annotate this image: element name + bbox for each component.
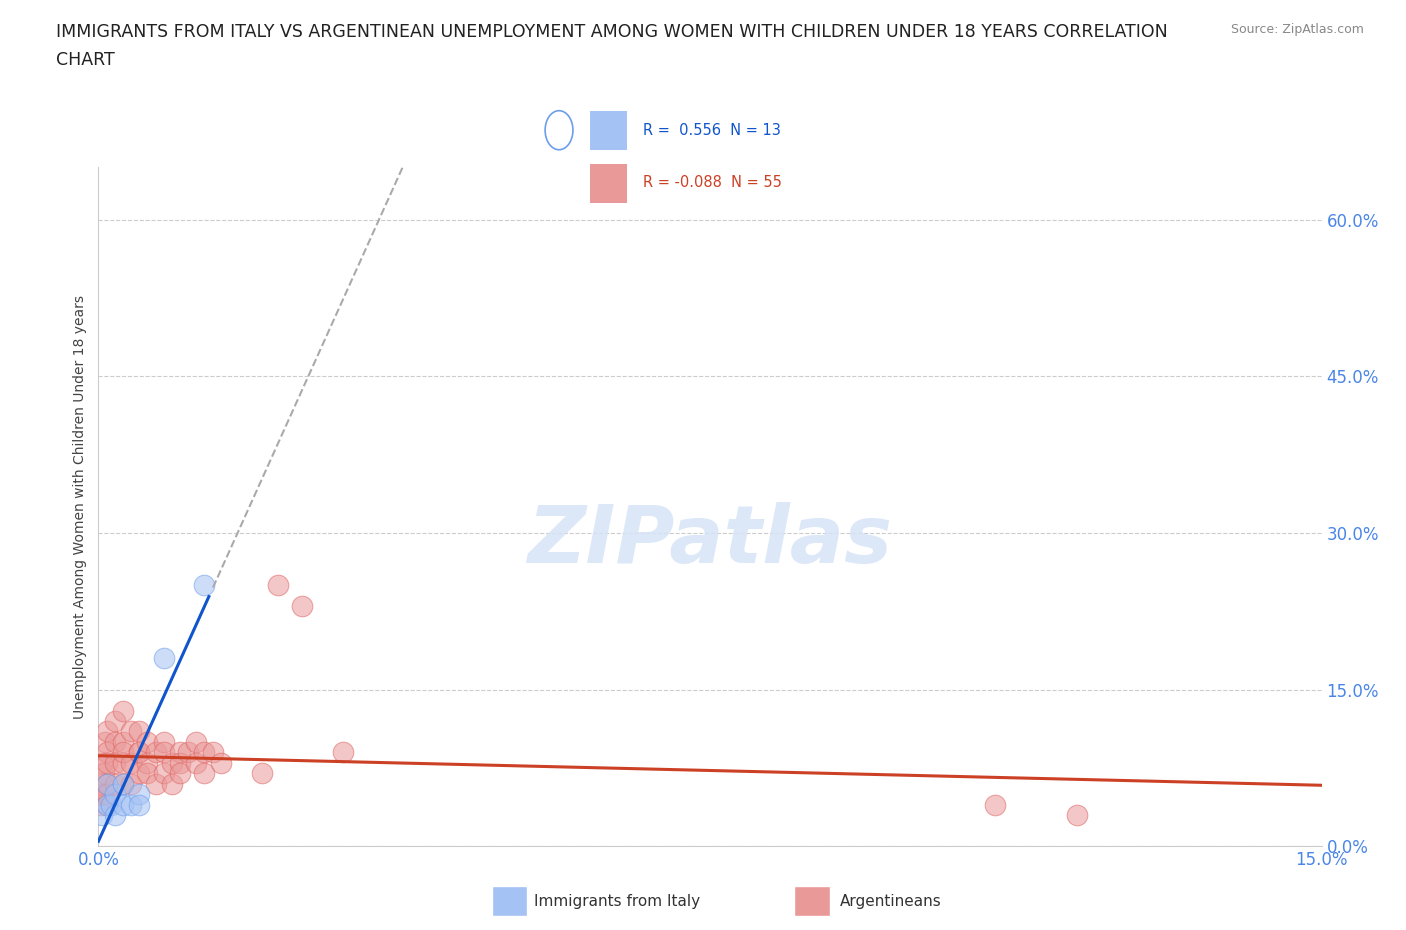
Y-axis label: Unemployment Among Women with Children Under 18 years: Unemployment Among Women with Children U… — [73, 295, 87, 719]
Point — [209, 755, 232, 770]
Point — [193, 578, 215, 592]
Point — [186, 755, 208, 770]
Point — [160, 755, 183, 770]
Point — [96, 777, 118, 791]
Point — [128, 745, 150, 760]
Point — [267, 578, 290, 592]
Bar — [591, 112, 627, 151]
Point — [1066, 807, 1088, 822]
Point — [136, 765, 159, 780]
Point — [96, 745, 118, 760]
Text: CHART: CHART — [56, 51, 115, 69]
Point — [120, 755, 142, 770]
Point — [104, 787, 127, 802]
Ellipse shape — [546, 111, 574, 150]
Point — [128, 765, 150, 780]
Point — [291, 599, 314, 614]
Point — [104, 735, 127, 750]
Point — [104, 713, 127, 728]
Point — [145, 745, 167, 760]
Point — [96, 797, 118, 812]
Point — [128, 787, 150, 802]
Point — [93, 765, 115, 780]
Point — [145, 777, 167, 791]
Text: ZIPatlas: ZIPatlas — [527, 502, 893, 579]
Point — [201, 745, 224, 760]
Point — [152, 745, 174, 760]
Point — [128, 797, 150, 812]
Point — [169, 745, 191, 760]
Point — [120, 797, 142, 812]
Text: IMMIGRANTS FROM ITALY VS ARGENTINEAN UNEMPLOYMENT AMONG WOMEN WITH CHILDREN UNDE: IMMIGRANTS FROM ITALY VS ARGENTINEAN UNE… — [56, 23, 1168, 41]
Point — [96, 724, 118, 738]
Point — [177, 745, 200, 760]
Point — [120, 724, 142, 738]
Point — [96, 777, 118, 791]
Text: R =  0.556  N = 13: R = 0.556 N = 13 — [643, 123, 780, 138]
Point — [120, 777, 142, 791]
Point — [100, 797, 122, 812]
Point — [96, 797, 118, 812]
Point — [90, 797, 112, 812]
Point — [984, 797, 1007, 812]
Point — [91, 787, 114, 802]
Point — [128, 724, 150, 738]
Point — [152, 765, 174, 780]
Point — [111, 735, 134, 750]
Point — [91, 755, 114, 770]
Point — [332, 745, 354, 760]
Point — [96, 787, 118, 802]
Point — [193, 745, 215, 760]
Point — [111, 745, 134, 760]
Point — [90, 777, 112, 791]
Bar — [591, 164, 627, 203]
Text: Source: ZipAtlas.com: Source: ZipAtlas.com — [1230, 23, 1364, 36]
Point — [193, 765, 215, 780]
Point — [111, 777, 134, 791]
Point — [104, 755, 127, 770]
Point — [91, 807, 114, 822]
Point — [111, 755, 134, 770]
Point — [96, 755, 118, 770]
Point — [111, 777, 134, 791]
Point — [94, 735, 117, 750]
Point — [169, 765, 191, 780]
Point — [160, 777, 183, 791]
Point — [104, 807, 127, 822]
Point — [136, 755, 159, 770]
Point — [152, 651, 174, 666]
Point — [89, 787, 111, 802]
Point — [111, 703, 134, 718]
Point — [104, 777, 127, 791]
Point — [186, 735, 208, 750]
Text: R = -0.088  N = 55: R = -0.088 N = 55 — [643, 175, 782, 190]
Point — [128, 745, 150, 760]
Point — [169, 755, 191, 770]
Point — [111, 797, 134, 812]
Text: Immigrants from Italy: Immigrants from Italy — [534, 894, 700, 909]
Point — [136, 735, 159, 750]
Point — [152, 735, 174, 750]
Text: Argentineans: Argentineans — [839, 894, 941, 909]
Point — [250, 765, 273, 780]
